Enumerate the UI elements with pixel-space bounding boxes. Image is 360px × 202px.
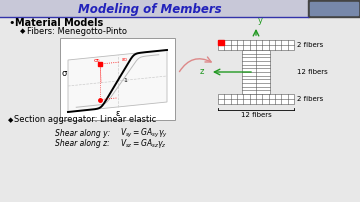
Text: y: y: [258, 16, 263, 25]
Bar: [308, 0, 360, 17]
Text: Modeling of Members: Modeling of Members: [78, 2, 222, 16]
Text: Shear along y:: Shear along y:: [55, 128, 110, 138]
Text: ε: ε: [115, 109, 120, 118]
Text: ◆: ◆: [20, 28, 25, 34]
Text: Shear along z:: Shear along z:: [55, 140, 110, 148]
Bar: [218, 40, 294, 50]
Bar: [60, 38, 175, 120]
Text: 2 fibers: 2 fibers: [297, 96, 323, 102]
Text: 12 fibers: 12 fibers: [240, 112, 271, 118]
Bar: [218, 94, 294, 104]
Text: Fibers: Menegotto-Pinto: Fibers: Menegotto-Pinto: [27, 26, 127, 36]
Text: ε₀: ε₀: [122, 57, 128, 62]
Text: $V_{sz} = GA_{sz}\gamma_z$: $V_{sz} = GA_{sz}\gamma_z$: [120, 138, 167, 150]
Text: 2 fibers: 2 fibers: [297, 42, 323, 48]
Text: ◆: ◆: [8, 117, 13, 123]
Text: z: z: [200, 67, 204, 77]
Text: $V_{sy} = GA_{sy}\gamma_y$: $V_{sy} = GA_{sy}\gamma_y$: [120, 126, 168, 140]
Text: 1: 1: [123, 78, 127, 83]
Bar: [310, 2, 358, 15]
Text: Section aggregator: Linear elastic: Section aggregator: Linear elastic: [14, 116, 156, 124]
Bar: [0, 0, 360, 16]
Text: σ: σ: [62, 69, 67, 79]
Text: 12 fibers: 12 fibers: [297, 69, 328, 75]
Text: Material Models: Material Models: [15, 18, 103, 28]
Text: •: •: [8, 18, 14, 28]
Polygon shape: [68, 50, 167, 112]
Text: σ₀: σ₀: [93, 58, 100, 63]
Bar: [242, 50, 270, 94]
Bar: [218, 40, 224, 45]
